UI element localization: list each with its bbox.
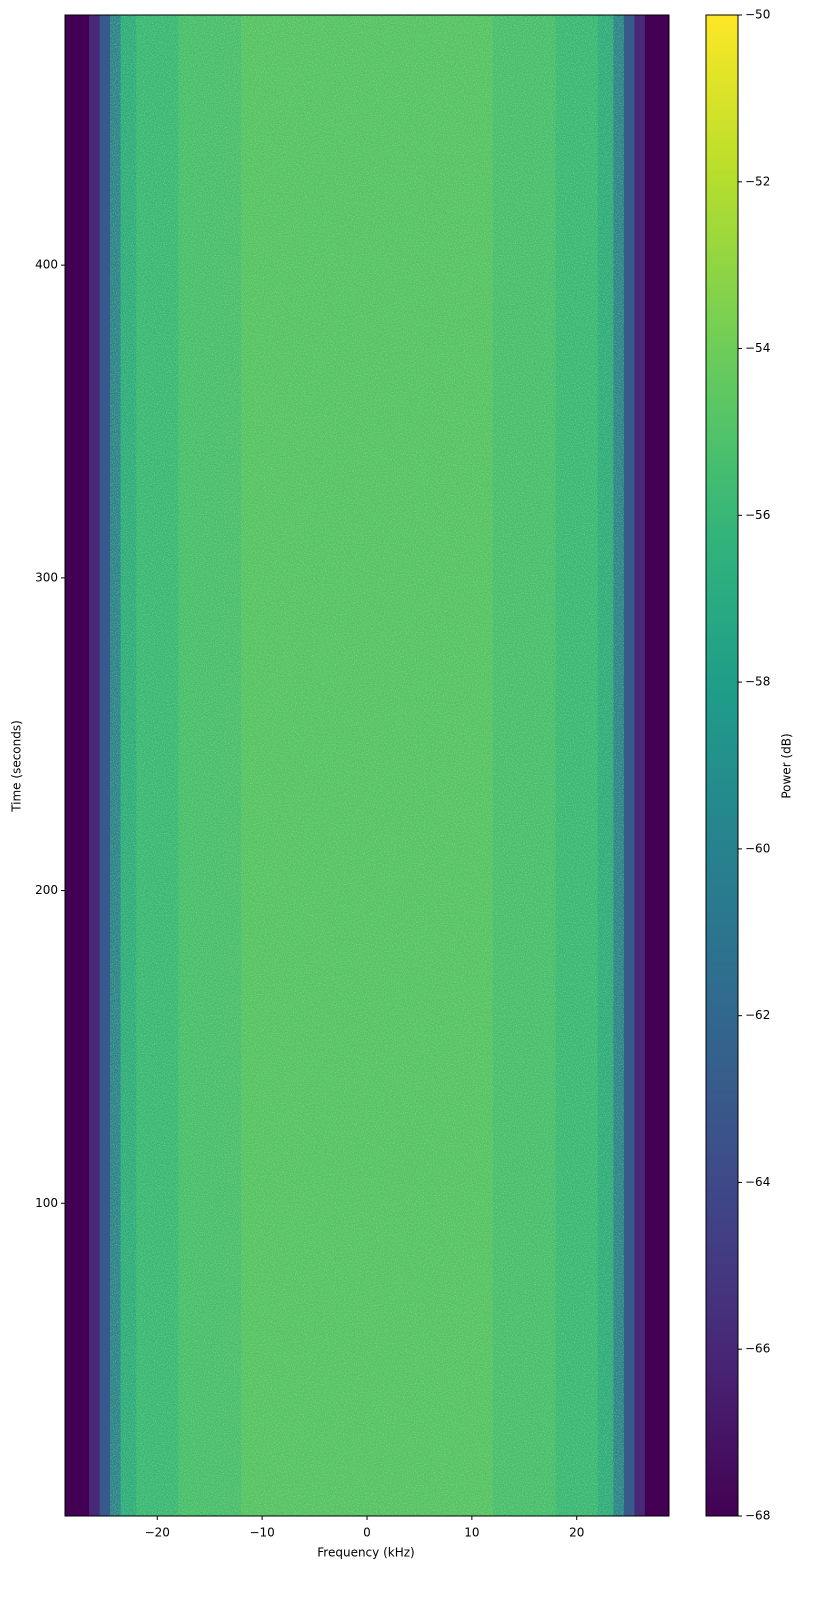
colorbar-tick-label: −68 <box>745 1509 770 1523</box>
colorbar-tick-label: −56 <box>745 508 770 522</box>
x-tick-label: −20 <box>145 1526 170 1540</box>
colorbar-label: Power (dB) <box>780 733 794 798</box>
colorbar-tick-label: −54 <box>745 341 770 355</box>
y-axis-label: Time (seconds) <box>10 720 24 813</box>
heat-cell <box>99 15 111 1516</box>
heat-cell <box>65 15 90 1516</box>
colorbar <box>705 14 739 1517</box>
colorbar-tick-label: −60 <box>745 841 770 855</box>
x-tick-label: 0 <box>363 1526 371 1540</box>
heat-cell <box>89 15 101 1516</box>
heat-cell <box>623 15 635 1516</box>
x-axis-label: Frequency (kHz) <box>317 1546 414 1560</box>
x-tick-label: 20 <box>569 1526 584 1540</box>
colorbar-tick-label: −66 <box>745 1342 770 1356</box>
y-tick-label: 400 <box>35 258 58 272</box>
x-tick-label: −10 <box>249 1526 274 1540</box>
y-tick-label: 100 <box>35 1196 58 1210</box>
colorbar-tick-label: −64 <box>745 1175 770 1189</box>
colorbar-tick-label: −52 <box>745 174 770 188</box>
y-tick-label: 300 <box>35 570 58 584</box>
colorbar-tick-label: −50 <box>745 8 770 22</box>
heat-cell <box>644 15 670 1516</box>
colorbar-tick-label: −58 <box>745 675 770 689</box>
heat-cell <box>634 15 646 1516</box>
x-tick-label: 10 <box>464 1526 479 1540</box>
colorbar-tick-label: −62 <box>745 1008 770 1022</box>
y-tick-label: 200 <box>35 883 58 897</box>
noise-texture <box>110 15 624 1516</box>
